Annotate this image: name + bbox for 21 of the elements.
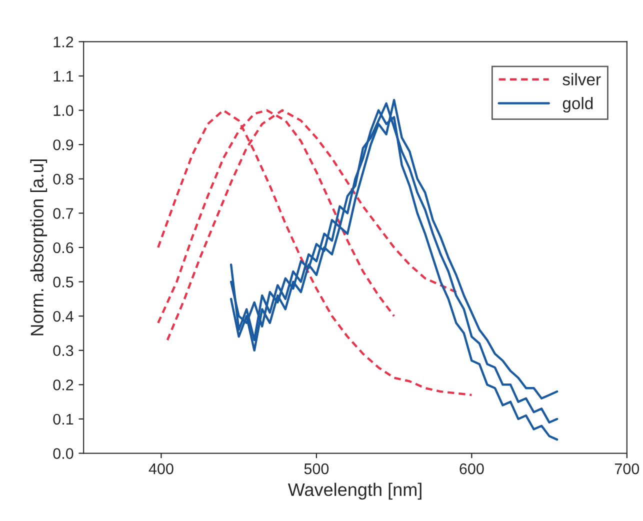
y-tick-label: 1.2	[54, 36, 74, 48]
y-axis-title: Norm. absorption [a.u]	[30, 159, 48, 336]
x-tick-label: 500	[304, 463, 329, 474]
y-tick-label: 0.6	[53, 242, 74, 254]
legend-label: gold	[562, 97, 593, 113]
y-tick-label: 0.9	[53, 139, 74, 150]
y-tick-label: 0.0	[53, 448, 74, 459]
y-tick-label: 0.1	[53, 414, 74, 425]
x-tick-label: 600	[460, 463, 484, 474]
y-tick-label: 1.1	[54, 71, 74, 82]
y-tick-label: 0.4	[53, 310, 74, 322]
y-tick-label: 0.5	[53, 276, 74, 288]
x-tick-label: 400	[148, 463, 174, 474]
y-tick-label: 1.0	[54, 105, 74, 116]
x-tick-label: 700	[614, 463, 640, 474]
y-tick-label: 0.2	[53, 380, 74, 390]
y-tick-label: 0.7	[53, 208, 74, 219]
y-tick-label: 0.3	[53, 345, 74, 356]
legend-label: silver	[562, 73, 601, 86]
y-tick-label: 0.8	[53, 174, 74, 185]
x-axis-title: Wavelength [nm]	[288, 482, 422, 500]
